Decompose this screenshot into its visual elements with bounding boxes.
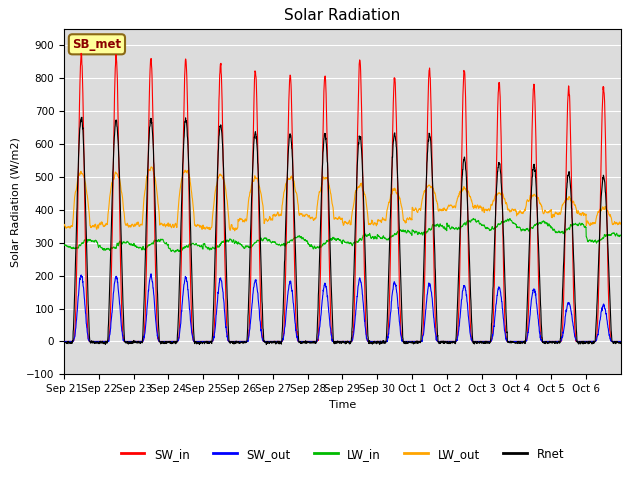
Text: SB_met: SB_met xyxy=(72,38,122,51)
Y-axis label: Solar Radiation (W/m2): Solar Radiation (W/m2) xyxy=(10,137,20,266)
X-axis label: Time: Time xyxy=(329,400,356,409)
Title: Solar Radiation: Solar Radiation xyxy=(284,9,401,24)
Legend: SW_in, SW_out, LW_in, LW_out, Rnet: SW_in, SW_out, LW_in, LW_out, Rnet xyxy=(116,443,569,465)
